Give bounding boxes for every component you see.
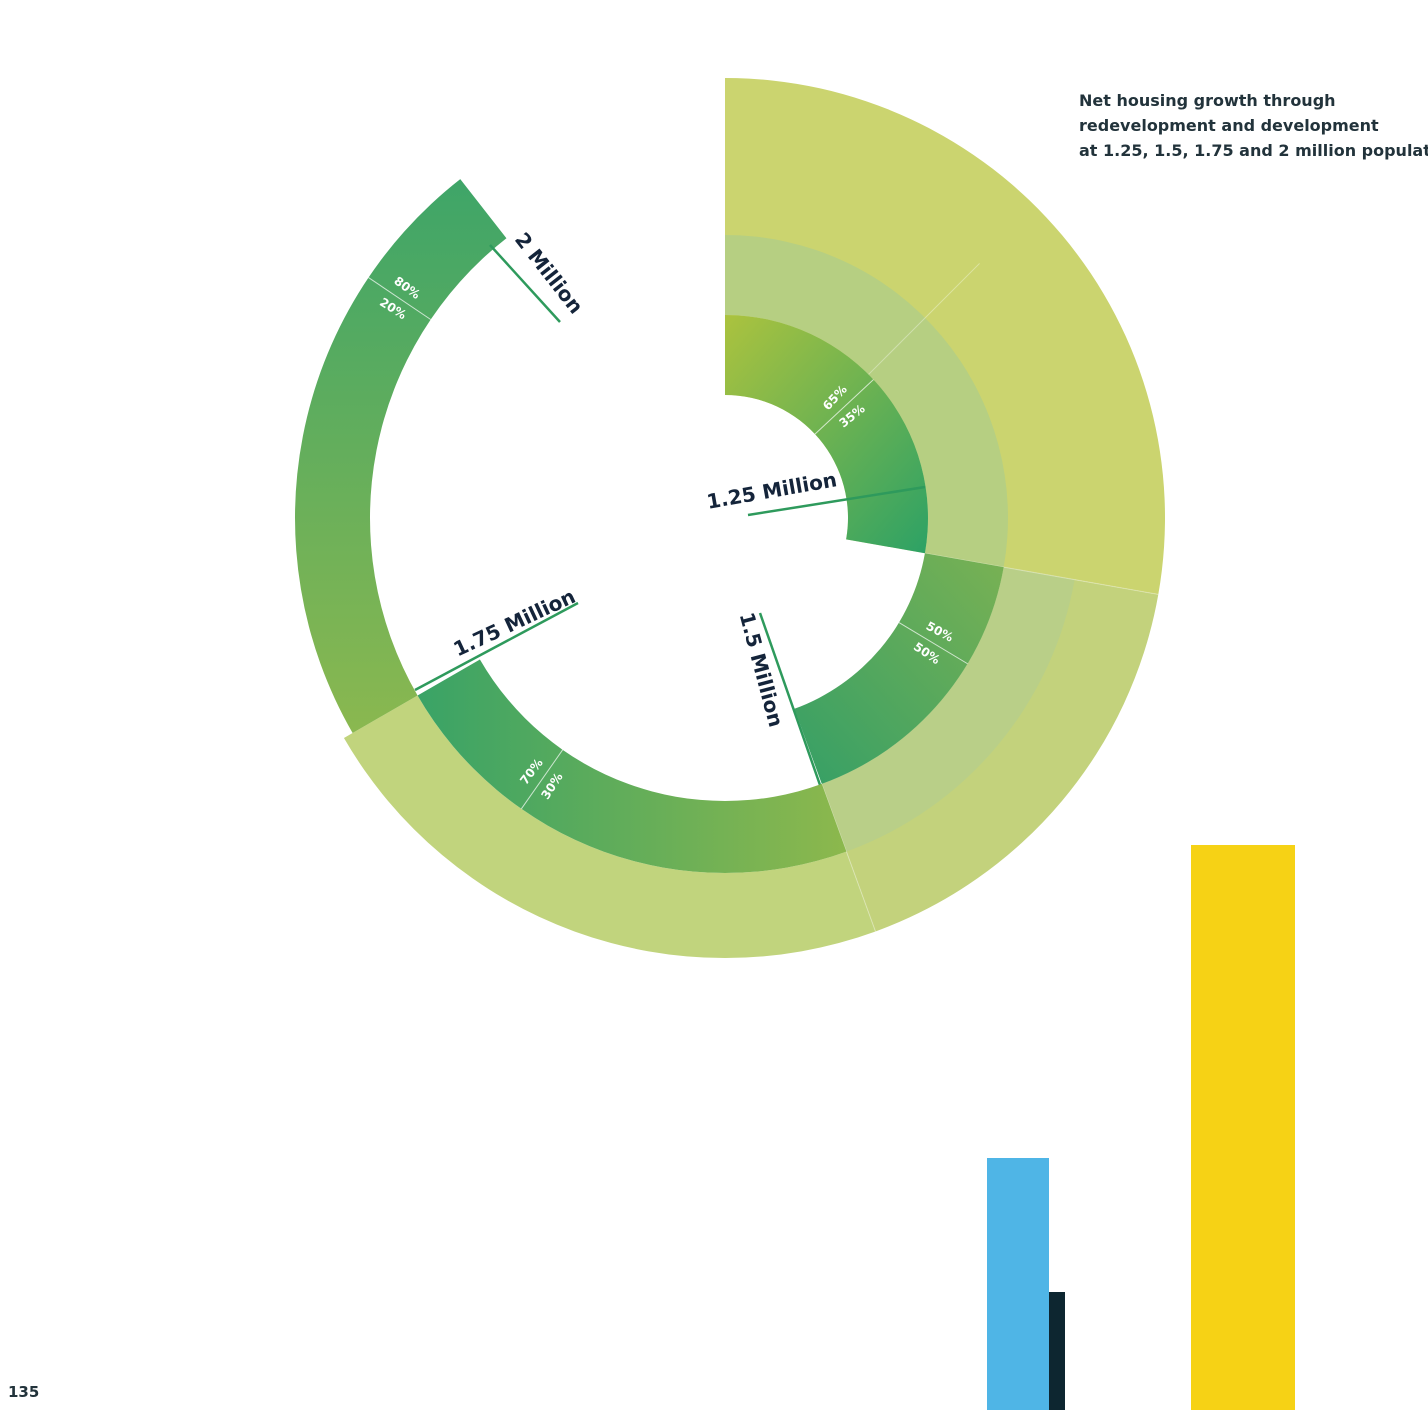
yellow-bar — [1191, 845, 1295, 1410]
split-line — [520, 749, 564, 810]
split-line — [814, 379, 874, 435]
page-number: 135 — [8, 1383, 40, 1401]
label-line — [747, 485, 926, 517]
label-line — [758, 612, 822, 786]
ring-arc — [794, 553, 1004, 784]
split-line — [368, 277, 431, 320]
ring-label: 1.25 Million — [705, 467, 839, 513]
label-line — [414, 601, 579, 692]
background-arc — [343, 695, 876, 958]
title-line: redevelopment and development — [1079, 116, 1379, 135]
ring-arc — [417, 659, 847, 873]
title-line: at 1.25, 1.5, 1.75 and 2 million populat… — [1079, 141, 1428, 160]
label-line — [489, 244, 561, 323]
background-arc — [725, 235, 1008, 568]
title-line: Net housing growth through — [1079, 91, 1336, 110]
dark-bar — [1049, 1292, 1065, 1410]
ring-label: 2 Million — [510, 228, 588, 319]
background-arc — [821, 567, 1075, 852]
split-line — [898, 622, 968, 665]
blue-bar — [987, 1158, 1049, 1410]
ring-arc — [295, 179, 507, 733]
background-arc — [725, 78, 1165, 595]
divider — [868, 263, 980, 375]
ring-label: 1.75 Million — [450, 584, 579, 661]
title: Net housing growth through redevelopment… — [1079, 88, 1428, 163]
